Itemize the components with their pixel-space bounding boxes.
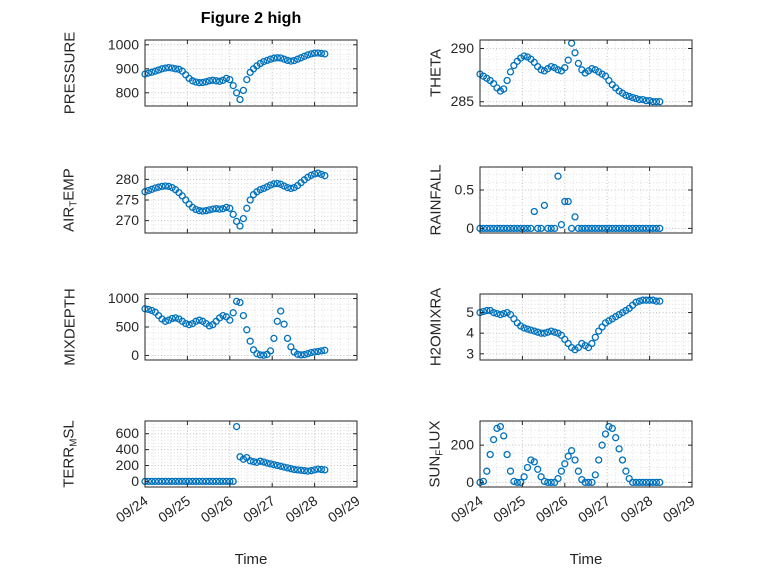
x-tick-label: 09/27	[575, 492, 613, 525]
x-tick-label: 09/26	[198, 492, 236, 525]
x-tick-label: 09/24	[448, 492, 486, 525]
y-tick-label: 4	[466, 325, 474, 341]
y-tick-label: 3	[466, 345, 474, 361]
y-tick-label: 1000	[108, 290, 139, 306]
subplot-sun-flux: 0 200 09/24 09/25 09/26 09/27 09/28 09/29	[448, 420, 698, 526]
y-tick-label: 0	[131, 473, 139, 489]
x-tick-label: 09/24	[113, 492, 151, 525]
x-tick-label: 09/26	[533, 492, 571, 525]
series-mixdepth-points	[141, 297, 329, 359]
y-tick-label: 1000	[108, 36, 139, 52]
subplot-air-temp: 270 275 280	[116, 166, 358, 234]
series-theta-points	[476, 39, 664, 106]
subplot-mixdepth: 0 500 1000	[108, 290, 358, 363]
figure-title: Figure 2 high	[200, 10, 302, 27]
y-tick-label: 800	[116, 84, 140, 100]
x-tick-label: 09/29	[325, 492, 363, 525]
y-tick-label: 0.5	[455, 182, 475, 198]
subplot-theta: 285 290	[451, 39, 693, 109]
y-tick-label: 0	[466, 474, 474, 490]
y-tick-label: 270	[116, 212, 140, 228]
x-tick-label: 09/28	[617, 492, 655, 525]
subplot-rainfall: 00.5	[455, 166, 693, 236]
y-axis-label-rainfall: RAINFALL	[427, 164, 445, 236]
y-axis-label-pressure: PRESSURE	[61, 31, 79, 115]
x-axis-label-right: Time	[569, 551, 603, 568]
y-tick-label: 275	[116, 192, 140, 208]
series-pressure-points	[141, 49, 329, 104]
y-tick-label: 280	[116, 171, 140, 187]
y-tick-label: 200	[116, 457, 140, 473]
x-tick-label: 09/25	[155, 492, 193, 525]
y-axis-label-theta: THETA	[427, 48, 445, 98]
x-tick-label: 09/25	[490, 492, 528, 525]
y-axis-label-sun-flux: SUNFLUX	[426, 420, 446, 488]
y-tick-label: 285	[451, 93, 475, 109]
y-axis-label-terr-msl: TERRMSL	[60, 420, 80, 488]
y-tick-label: 290	[451, 40, 475, 56]
y-tick-label: 200	[451, 437, 475, 453]
series-air-temp-points	[141, 169, 329, 230]
y-tick-label: 900	[116, 60, 140, 76]
x-tick-label: 09/29	[660, 492, 698, 525]
y-axis-label-h2omixra: H2OMIXRA	[427, 287, 445, 367]
x-axis-label-left: Time	[234, 551, 268, 568]
y-tick-label: 600	[116, 425, 140, 441]
y-tick-label: 5	[466, 304, 474, 320]
y-axis-label-mixdepth: MIXDEPTH	[61, 288, 79, 366]
series-terr-msl-points	[141, 422, 329, 486]
x-tick-label: 09/28	[282, 492, 320, 525]
y-tick-label: 500	[116, 319, 140, 335]
x-tick-label: 09/27	[240, 492, 278, 525]
subplot-h2omixra: 3 4 5	[466, 293, 693, 361]
series-sun-flux-points	[476, 422, 664, 487]
y-tick-label: 400	[116, 441, 140, 457]
y-tick-label: 0	[131, 347, 139, 363]
series-rainfall-points	[476, 172, 664, 233]
subplot-pressure: 800 900 1000	[108, 36, 358, 107]
y-tick-label: 0	[466, 220, 474, 236]
y-axis-label-air-temp: AIRTEMP	[60, 168, 80, 232]
